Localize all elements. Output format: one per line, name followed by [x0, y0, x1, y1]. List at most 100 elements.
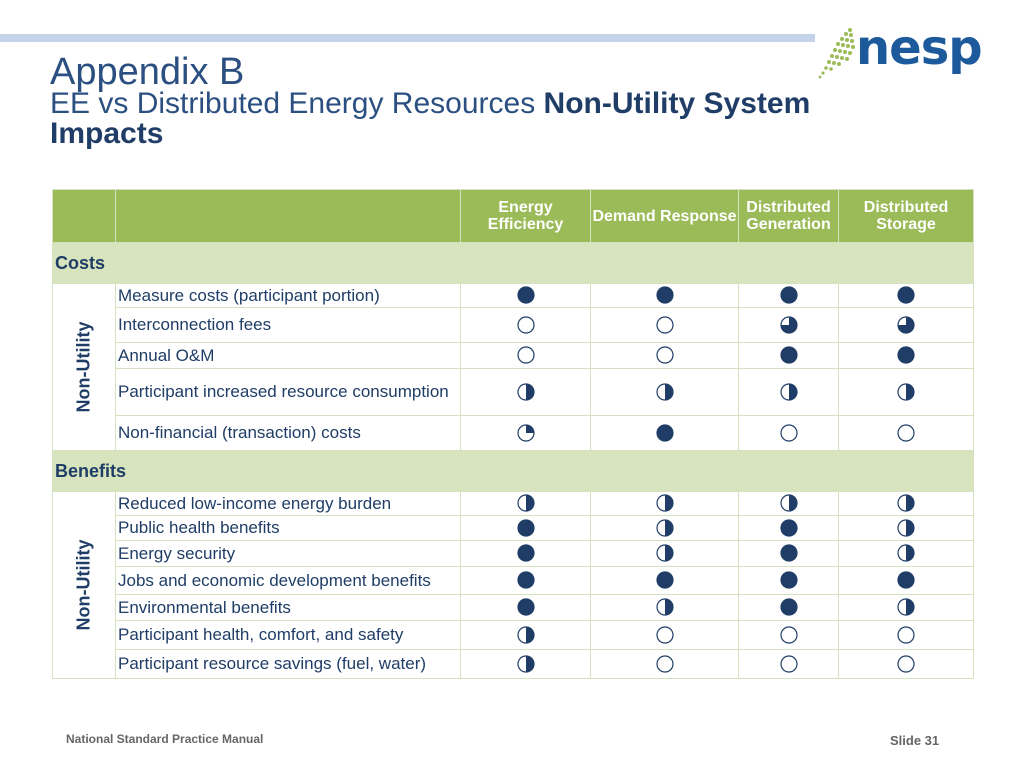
rating-cell [738, 594, 839, 621]
rating-cell [738, 307, 839, 343]
rating-cell [838, 515, 974, 541]
nesp-logo: nesp [816, 20, 996, 82]
row-label: Participant health, comfort, and safety [115, 620, 461, 650]
harvey-ball-full-icon [655, 571, 674, 589]
rating-cell [460, 515, 591, 541]
table-row: Non-Utility Reduced low-income energy bu… [52, 491, 974, 679]
group-label: Non-Utility [73, 321, 94, 413]
group-label-cell: Non-Utility [52, 283, 116, 451]
rating-cell [590, 540, 739, 567]
table-row: Jobs and economic development benefits [53, 566, 974, 595]
harvey-ball-full-icon [897, 571, 915, 589]
slide-number: Slide 31 [890, 733, 940, 748]
row-label: Measure costs (participant portion) [115, 283, 461, 308]
table-row: Public health benefits [53, 515, 974, 541]
rating-cell [460, 540, 591, 567]
harvey-ball-full-icon [516, 286, 535, 304]
harvey-ball-half-icon [655, 494, 674, 512]
rating-cell [460, 491, 591, 516]
rating-cell [590, 594, 739, 621]
harvey-ball-three-quarter-icon [897, 316, 915, 334]
harvey-ball-half-icon [897, 383, 915, 401]
rating-cell [738, 491, 839, 516]
harvey-ball-half-icon [779, 383, 798, 401]
harvey-ball-half-icon [655, 598, 674, 616]
harvey-ball-full-icon [779, 346, 798, 364]
harvey-ball-half-icon [655, 383, 674, 401]
harvey-ball-empty-icon [779, 626, 798, 644]
harvey-ball-full-icon [779, 571, 798, 589]
harvey-ball-half-icon [516, 626, 535, 644]
rating-cell [590, 491, 739, 516]
rating-cell [590, 283, 739, 308]
col-header: Energy Efficiency [460, 189, 591, 243]
table-row: Annual O&M [53, 342, 974, 369]
table-row: Participant resource savings (fuel, wate… [53, 649, 974, 679]
row-label: Non-financial (transaction) costs [115, 415, 461, 451]
rating-cell [738, 415, 839, 451]
row-label: Annual O&M [115, 342, 461, 369]
rating-cell [590, 368, 739, 416]
harvey-ball-half-icon [897, 598, 915, 616]
rating-cell [590, 342, 739, 369]
rating-cell [460, 342, 591, 369]
harvey-ball-half-icon [516, 494, 535, 512]
harvey-ball-empty-icon [897, 626, 915, 644]
rating-cell [590, 415, 739, 451]
row-label: Public health benefits [115, 515, 461, 541]
row-label: Participant increased resource consumpti… [115, 368, 461, 416]
harvey-ball-empty-icon [897, 424, 915, 442]
rating-cell [838, 491, 974, 516]
rating-cell [838, 415, 974, 451]
harvey-ball-empty-icon [779, 424, 798, 442]
rating-cell [460, 594, 591, 621]
page-subtitle: EE vs Distributed Energy Resources Non-U… [50, 89, 930, 149]
rating-cell [838, 649, 974, 679]
rating-cell [838, 307, 974, 343]
table-row: Participant health, comfort, and safety [53, 620, 974, 650]
harvey-ball-empty-icon [655, 316, 674, 334]
page-title: Appendix B [50, 51, 245, 93]
group-label: Non-Utility [73, 539, 94, 631]
col-header: Distributed Generation [738, 189, 839, 243]
harvey-ball-full-icon [516, 544, 535, 562]
harvey-ball-empty-icon [516, 316, 535, 334]
rating-cell [590, 566, 739, 595]
rating-cell [838, 368, 974, 416]
subtitle-bold: Non-Utility System Impacts [50, 87, 811, 150]
harvey-ball-full-icon [779, 286, 798, 304]
section-label: Benefits [52, 450, 974, 492]
impacts-table: Energy Efficiency Demand Response Distri… [52, 189, 974, 679]
harvey-ball-three-quarter-icon [779, 316, 798, 334]
harvey-ball-quarter-icon [516, 424, 535, 442]
rating-cell [838, 594, 974, 621]
col-header: Distributed Storage [838, 189, 974, 243]
rating-cell [738, 368, 839, 416]
header-accent-bar [0, 34, 815, 42]
harvey-ball-empty-icon [655, 655, 674, 673]
harvey-ball-empty-icon [516, 346, 535, 364]
harvey-ball-full-icon [897, 346, 915, 364]
harvey-ball-full-icon [655, 286, 674, 304]
harvey-ball-empty-icon [655, 346, 674, 364]
harvey-ball-full-icon [516, 571, 535, 589]
harvey-ball-half-icon [655, 544, 674, 562]
harvey-ball-full-icon [516, 519, 535, 537]
row-label: Jobs and economic development benefits [115, 566, 461, 595]
logo-wordmark: nesp [856, 20, 983, 76]
harvey-ball-full-icon [655, 424, 674, 442]
header-blank [115, 189, 461, 243]
table-row: Energy security [53, 540, 974, 567]
harvey-ball-full-icon [897, 286, 915, 304]
rating-cell [838, 283, 974, 308]
rating-cell [460, 368, 591, 416]
rating-cell [838, 566, 974, 595]
table-row: Participant increased resource consumpti… [53, 368, 974, 416]
section-row-costs: Costs [52, 242, 974, 284]
rating-cell [460, 649, 591, 679]
rating-cell [838, 620, 974, 650]
section-label: Costs [52, 242, 974, 284]
rating-cell [738, 566, 839, 595]
rating-cell [838, 540, 974, 567]
rating-cell [838, 342, 974, 369]
